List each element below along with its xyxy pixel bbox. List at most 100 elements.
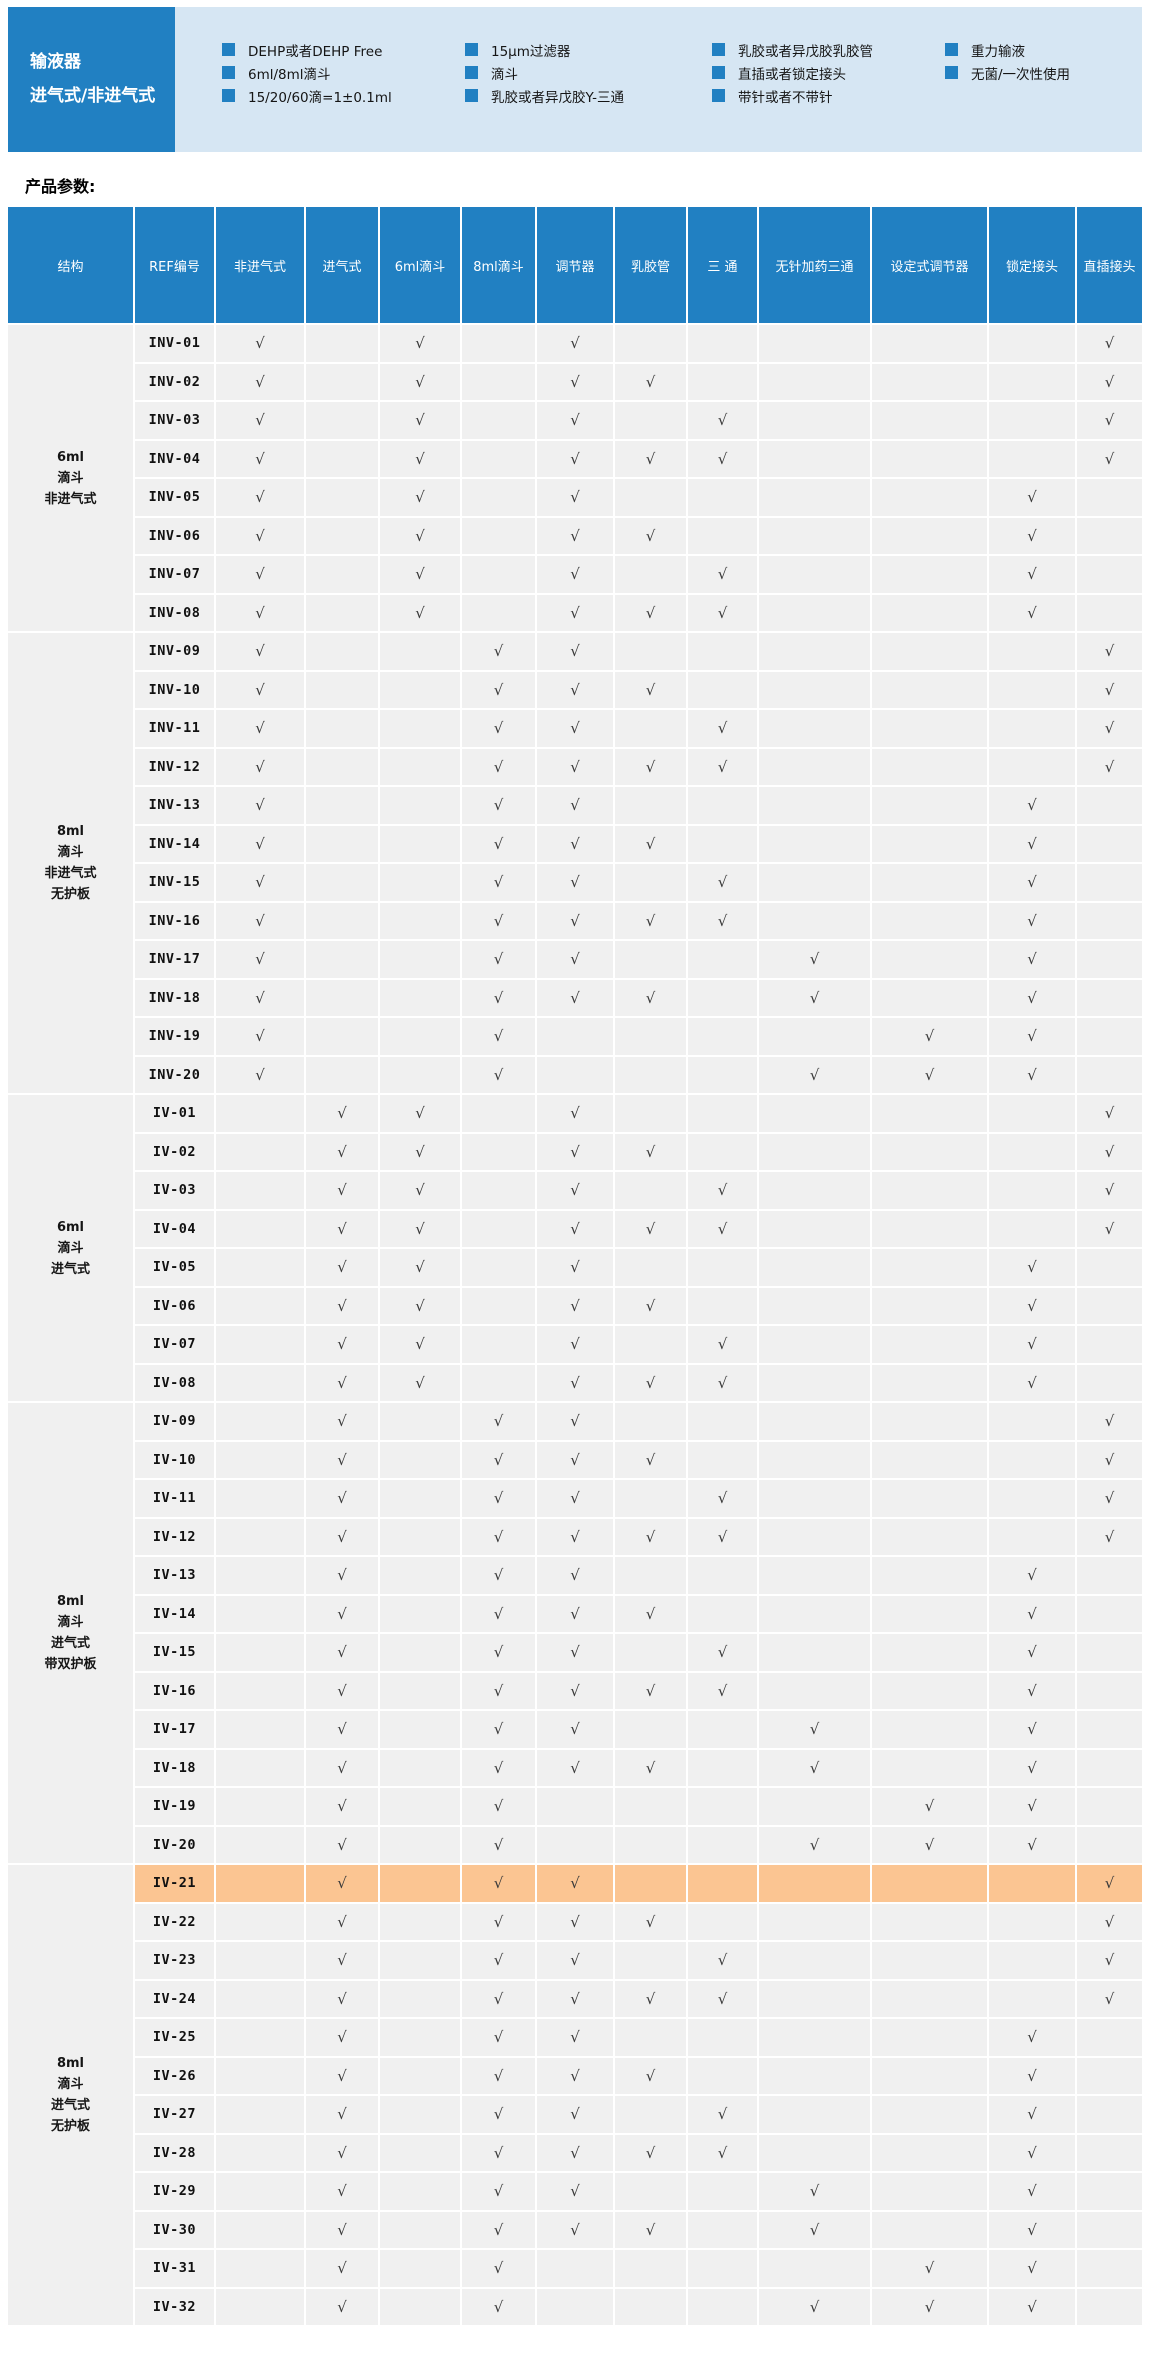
check-mark: √ [537,710,613,747]
table-row[interactable]: INV-17 √ √ √ √ √ [8,941,1142,978]
table-row[interactable]: IV-11 √ √ √ √ √ [8,1480,1142,1517]
check-mark: √ [989,941,1075,978]
structure-group-label-line: 6ml [56,1219,85,1235]
structure-group-cell: 8ml 滴斗 进气式 带双护板 [8,1403,133,1863]
check-mark: √ [1077,1133,1142,1170]
table-row[interactable]: IV-07 √ √ √ √ √ [8,1326,1142,1363]
check-cell-empty [688,2211,757,2248]
table-row[interactable]: IV-27 √ √ √ √ √ [8,2096,1142,2133]
table-row[interactable]: IV-20 √ √ √ √ √ [8,1826,1142,1863]
table-row[interactable]: IV-14 √ √ √ √ √ [8,1595,1142,1632]
table-row[interactable]: IV-06 √ √ √ √ √ [8,1287,1142,1324]
table-row[interactable]: IV-13 √ √ √ √ [8,1557,1142,1594]
check-cell-empty [759,1942,870,1979]
table-row[interactable]: INV-13 √ √ √ √ [8,787,1142,824]
table-row-highlighted[interactable]: 8ml 滴斗 进气式 无护板 IV-21 √ √ √ √ [8,1865,1142,2325]
feature-column: 15μm过滤器 滴斗 乳胶或者异戊胶Y-三通 [465,38,712,107]
check-mark: √ [380,479,460,516]
check-cell-empty [688,1903,757,1940]
table-row[interactable]: INV-19 √ √ √ √ [8,1018,1142,1055]
table-row[interactable]: INV-10 √ √ √ √ √ [8,671,1142,708]
table-row[interactable]: INV-14 √ √ √ √ √ [8,825,1142,862]
table-row[interactable]: IV-05 √ √ √ √ [8,1249,1142,1286]
table-row[interactable]: IV-03 √ √ √ √ √ [8,1172,1142,1209]
feature-item-label: 15μm过滤器 [491,43,571,60]
check-mark: √ [989,2288,1075,2325]
table-row[interactable]: IV-15 √ √ √ √ √ [8,1634,1142,1671]
table-row[interactable]: INV-16 √ √ √ √ √ √ [8,902,1142,939]
table-row[interactable]: IV-18 √ √ √ √ √ √ [8,1749,1142,1786]
table-row[interactable]: INV-04 √ √ √ √ √ √ [8,440,1142,477]
check-cell-empty [1077,2288,1142,2325]
table-row[interactable]: IV-25 √ √ √ √ [8,2019,1142,2056]
check-cell-empty [380,2288,460,2325]
table-row[interactable]: 8ml 滴斗 进气式 带双护板 IV-09 √ √ √ √ [8,1403,1142,1863]
table-row[interactable]: 8ml 滴斗 非进气式 无护板 INV-09 √ √ √ √ [8,633,1142,1093]
table-row[interactable]: IV-10 √ √ √ √ √ [8,1441,1142,1478]
check-mark: √ [216,1018,304,1055]
table-row[interactable]: IV-12 √ √ √ √ √ √ [8,1518,1142,1555]
check-cell-empty [872,1095,987,1132]
check-cell-empty [216,1557,304,1594]
table-row[interactable]: IV-22 √ √ √ √ √ [8,1903,1142,1940]
check-cell-empty [380,2096,460,2133]
check-cell-empty [615,633,686,670]
table-row[interactable]: INV-20 √ √ √ √ √ [8,1056,1142,1093]
table-row[interactable]: INV-03 √ √ √ √ √ [8,402,1142,439]
table-row[interactable]: INV-11 √ √ √ √ √ [8,710,1142,747]
check-mark: √ [306,1364,378,1401]
table-row[interactable]: IV-04 √ √ √ √ √ √ [8,1210,1142,1247]
check-mark: √ [306,2019,378,2056]
check-cell-empty [688,1865,757,1902]
table-row[interactable]: IV-29 √ √ √ √ √ [8,2173,1142,2210]
ref-cell: IV-07 [135,1326,214,1363]
table-row[interactable]: 6ml 滴斗 非进气式 INV-01 √ √ √ √ [8,325,1142,631]
table-row[interactable]: IV-30 √ √ √ √ √ √ [8,2211,1142,2248]
table-row[interactable]: IV-08 √ √ √ √ √ √ [8,1364,1142,1401]
check-cell-empty [688,1056,757,1093]
ref-cell: IV-03 [135,1172,214,1209]
table-row[interactable]: IV-32 √ √ √ √ √ [8,2288,1142,2325]
table-row[interactable]: IV-17 √ √ √ √ √ [8,1711,1142,1748]
table-row[interactable]: IV-16 √ √ √ √ √ √ [8,1672,1142,1709]
check-mark: √ [759,979,870,1016]
table-row[interactable]: INV-12 √ √ √ √ √ √ [8,748,1142,785]
table-row[interactable]: INV-15 √ √ √ √ √ [8,864,1142,901]
check-cell-empty [380,902,460,939]
check-cell-empty [462,1172,535,1209]
feature-item-label: 6ml/8ml滴斗 [248,66,331,83]
table-row[interactable]: IV-28 √ √ √ √ √ √ [8,2134,1142,2171]
table-row[interactable]: 6ml 滴斗 进气式 IV-01 √ √ √ √ [8,1095,1142,1401]
table-row[interactable]: IV-19 √ √ √ √ [8,1788,1142,1825]
bullet-square-icon [945,66,958,79]
check-cell-empty [216,1826,304,1863]
table-row[interactable]: INV-08 √ √ √ √ √ √ [8,594,1142,631]
check-mark: √ [989,902,1075,939]
table-row[interactable]: INV-05 √ √ √ √ [8,479,1142,516]
check-mark: √ [537,2134,613,2171]
check-cell-empty [989,325,1075,362]
check-cell-empty [872,1595,987,1632]
table-row[interactable]: IV-26 √ √ √ √ √ [8,2057,1142,2094]
table-row[interactable]: INV-02 √ √ √ √ √ [8,363,1142,400]
table-row[interactable]: IV-31 √ √ √ √ [8,2250,1142,2287]
table-row[interactable]: INV-18 √ √ √ √ √ √ [8,979,1142,1016]
table-row[interactable]: INV-07 √ √ √ √ √ [8,556,1142,593]
bullet-square-icon [712,43,725,56]
check-mark: √ [537,2019,613,2056]
table-row[interactable]: INV-06 √ √ √ √ √ [8,517,1142,554]
table-row[interactable]: IV-02 √ √ √ √ √ [8,1133,1142,1170]
table-row[interactable]: IV-24 √ √ √ √ √ √ [8,1980,1142,2017]
ref-cell: INV-11 [135,710,214,747]
check-mark: √ [759,941,870,978]
check-cell-empty [989,1095,1075,1132]
check-mark: √ [872,1018,987,1055]
check-cell-empty [615,1711,686,1748]
check-mark: √ [462,1518,535,1555]
check-cell-empty [216,1942,304,1979]
check-cell-empty [688,1249,757,1286]
check-mark: √ [462,1980,535,2017]
check-mark: √ [537,2211,613,2248]
table-row[interactable]: IV-23 √ √ √ √ √ [8,1942,1142,1979]
check-mark: √ [872,2250,987,2287]
